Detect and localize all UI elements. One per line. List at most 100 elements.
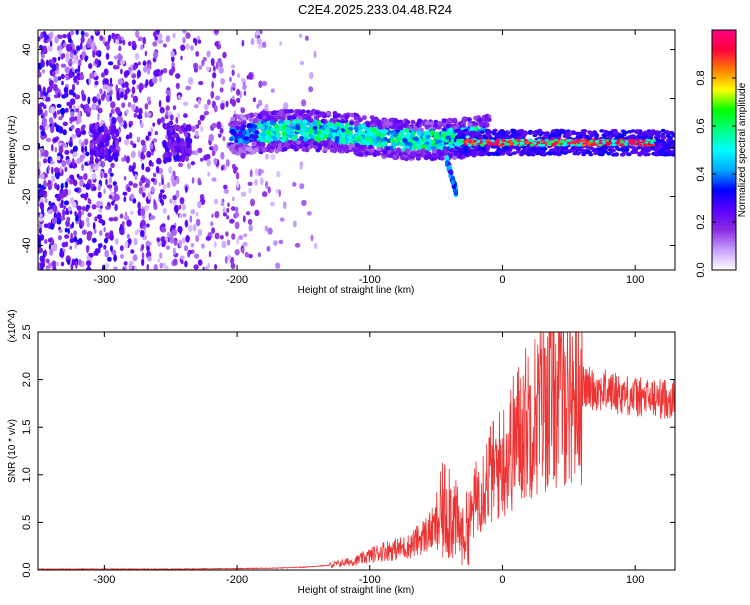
heatmap-cell xyxy=(68,73,75,78)
heatmap-cell xyxy=(493,142,498,146)
heatmap-cell xyxy=(494,140,499,143)
heatmap-cell xyxy=(84,55,88,63)
heatmap-cell xyxy=(51,260,57,268)
heatmap-cell xyxy=(231,99,237,107)
heatmap-cell xyxy=(560,129,566,133)
heatmap-cell xyxy=(158,100,162,108)
heatmap-cell xyxy=(254,209,260,217)
heatmap-cell xyxy=(250,198,255,207)
heatmap-cell xyxy=(149,215,156,220)
snr-ytick-label: 0.5 xyxy=(21,515,33,530)
heatmap-cell xyxy=(188,149,193,156)
heatmap-cell xyxy=(103,128,108,135)
heatmap-cell xyxy=(193,264,199,270)
heatmap-cell xyxy=(195,51,200,57)
heatmap-cell xyxy=(433,153,439,158)
heatmap-cell xyxy=(482,141,487,145)
heatmap-cell xyxy=(49,106,56,114)
heatmap-cell xyxy=(354,142,360,148)
heatmap-cell xyxy=(161,178,164,186)
heatmap-cell xyxy=(137,201,141,210)
heatmap-cell xyxy=(99,230,103,236)
heatmap-cell xyxy=(58,116,63,121)
heatmap-cell xyxy=(107,256,112,262)
heatmap-cell xyxy=(441,127,447,132)
heatmap-cell xyxy=(292,220,297,228)
heatmap-cell xyxy=(43,179,47,188)
heatmap-cell xyxy=(214,264,218,270)
colorbar-tick-label: 0.8 xyxy=(695,70,707,85)
heatmap-cell xyxy=(91,103,97,111)
heatmap-cell xyxy=(574,139,579,143)
heatmap-cell xyxy=(465,138,470,142)
heatmap-cell xyxy=(404,128,410,133)
heatmap-cell xyxy=(206,159,212,167)
heatmap-cell xyxy=(179,197,185,205)
heatmap-cell xyxy=(131,104,136,111)
heatmap-cell xyxy=(601,150,607,154)
heatmap-cell xyxy=(132,64,137,71)
heatmap-cell xyxy=(87,107,92,113)
heatmap-cell xyxy=(476,132,482,136)
heatmap-cell xyxy=(463,152,469,156)
heatmap-cell xyxy=(125,109,129,114)
heatmap-cell xyxy=(587,130,593,134)
heatmap-cell xyxy=(177,94,181,100)
heatmap-cell xyxy=(238,142,244,148)
heatmap-cell xyxy=(197,39,202,44)
heatmap-cell xyxy=(411,141,417,146)
heatmap-cell xyxy=(266,245,271,252)
heatmap-cell xyxy=(241,247,245,254)
heatmap-cell xyxy=(464,130,470,135)
heatmap-cell xyxy=(69,116,75,123)
heatmap-cell xyxy=(479,122,485,127)
heatmap-cell xyxy=(563,142,568,146)
heatmap-cell xyxy=(211,122,217,128)
heatmap-cell xyxy=(137,61,141,66)
heatmap-cell xyxy=(122,191,128,196)
heatmap-cell xyxy=(79,73,85,81)
heatmap-cell xyxy=(454,135,460,139)
heatmap-cell xyxy=(62,121,68,126)
heatmap-cell xyxy=(66,43,72,52)
heatmap-cell xyxy=(418,127,424,132)
heatmap-cell xyxy=(469,126,475,131)
heatmap-cell xyxy=(39,124,43,131)
snr-ytick-label: 1.5 xyxy=(21,420,33,435)
heatmap-cell xyxy=(47,180,52,185)
heatmap-cell xyxy=(235,125,241,131)
heatmap-cell xyxy=(152,122,155,127)
heatmap-cell xyxy=(244,136,249,141)
heatmap-cell xyxy=(260,177,264,186)
heatmap-cell xyxy=(239,90,243,99)
heatmap-cell xyxy=(40,189,46,197)
heatmap-cell xyxy=(211,213,214,218)
heatmap-cell xyxy=(257,252,261,258)
heatmap-cell xyxy=(107,61,114,66)
heatmap-cell xyxy=(228,137,234,142)
heatmap-cell xyxy=(243,90,247,96)
heatmap-cell xyxy=(668,150,674,154)
heatmap-cell xyxy=(172,200,177,206)
heatmap-cell xyxy=(618,134,624,139)
heatmap-cell xyxy=(185,43,190,50)
heatmap-cell xyxy=(183,245,189,252)
heatmap-cell xyxy=(150,127,153,134)
heatmap-cell xyxy=(72,151,78,158)
heatmap-cell xyxy=(175,153,180,160)
heatmap-cell xyxy=(236,97,241,103)
heatmap-cell xyxy=(60,107,66,115)
heatmap-cell xyxy=(128,263,133,270)
heatmap-cell xyxy=(412,145,418,150)
heatmap-cell xyxy=(80,130,87,135)
heatmap-cell xyxy=(274,113,280,119)
heatmap-cell xyxy=(296,109,302,114)
heatmap-cell xyxy=(446,118,452,123)
heatmap-cell xyxy=(101,136,106,143)
heatmap-cell xyxy=(531,131,537,135)
heatmap-cell xyxy=(641,149,647,154)
heatmap-cell xyxy=(547,142,552,145)
